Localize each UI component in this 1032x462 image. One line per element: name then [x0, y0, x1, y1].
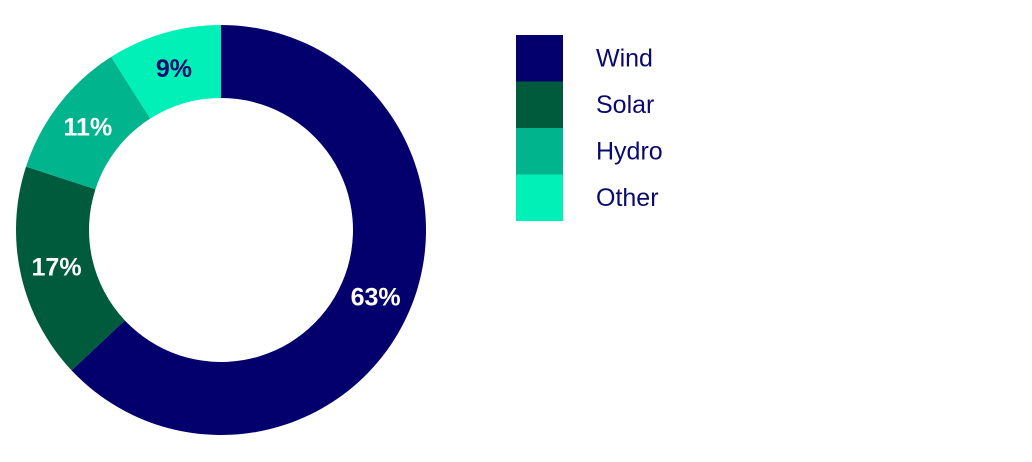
- slice-label: 11%: [64, 113, 113, 141]
- donut-slice: [111, 25, 221, 119]
- donut-slice: [71, 25, 426, 435]
- legend-label: Wind: [596, 45, 653, 73]
- legend-swatch: [516, 35, 563, 82]
- legend-label: Hydro: [596, 138, 663, 166]
- legend-label: Solar: [596, 91, 654, 119]
- slice-label: 9%: [156, 55, 192, 83]
- legend-swatch: [516, 81, 563, 128]
- slice-label: 17%: [32, 253, 82, 281]
- legend-swatch: [516, 128, 563, 175]
- slice-label: 63%: [351, 284, 401, 312]
- donut-slice: [26, 56, 151, 190]
- donut-slice: [16, 166, 125, 371]
- legend-swatch: [516, 174, 563, 221]
- legend-label: Other: [596, 184, 659, 212]
